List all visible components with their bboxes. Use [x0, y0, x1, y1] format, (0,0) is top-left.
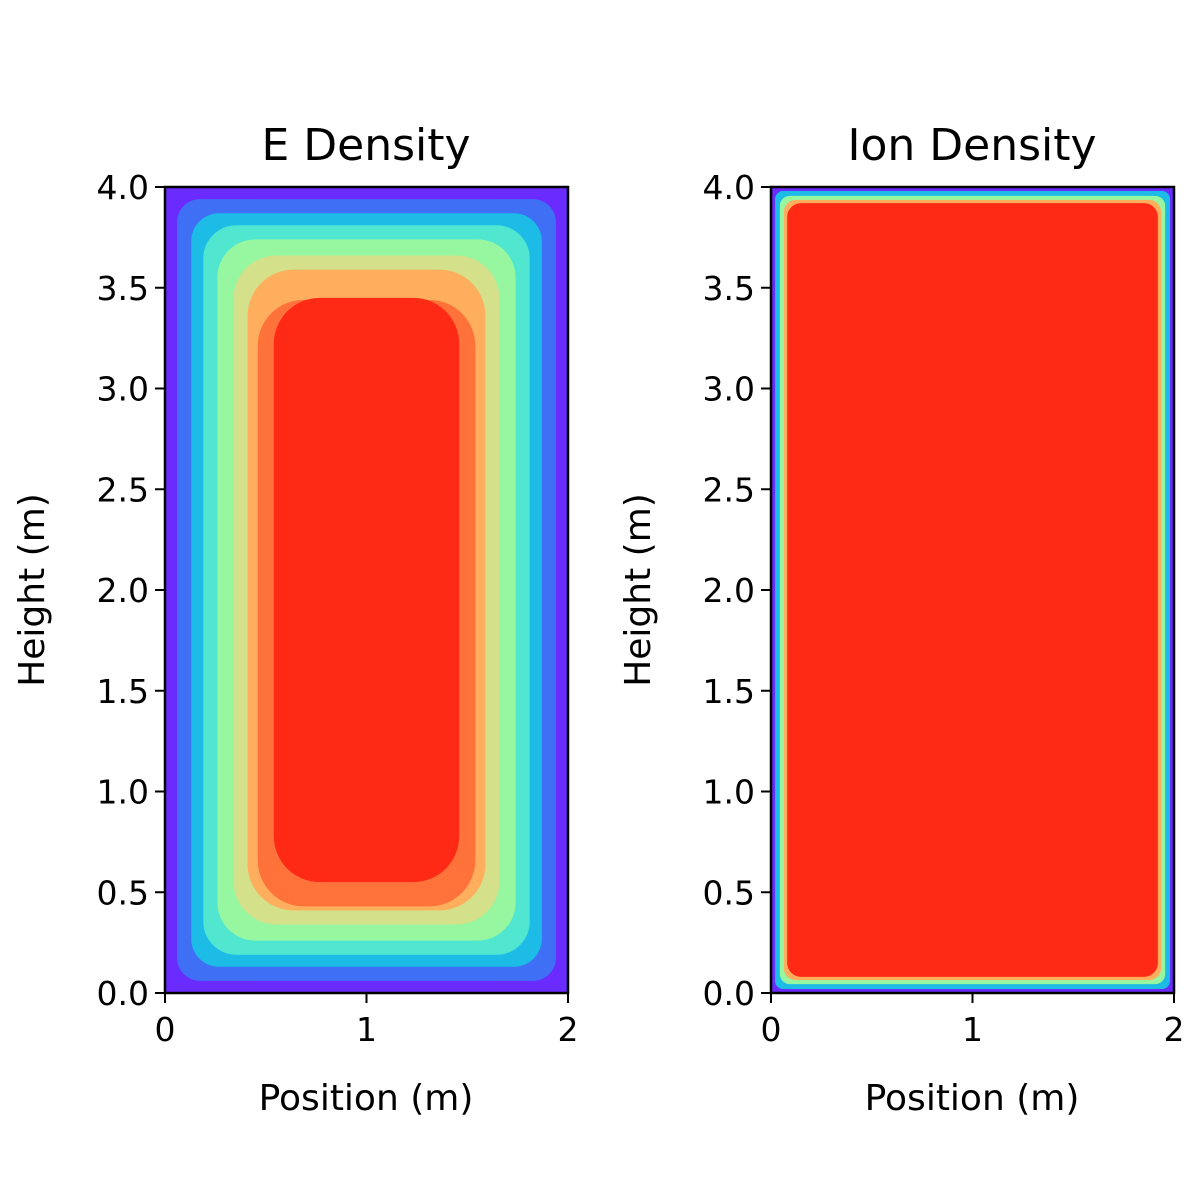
x-tick-label: 2: [558, 1010, 579, 1049]
e-density-plot-area: [165, 187, 568, 993]
ion-density-x-ticks: 0 1 2: [761, 993, 1185, 1049]
e-density-x-ticks: 0 1 2: [155, 993, 579, 1049]
y-tick-label: 1.0: [703, 773, 755, 812]
x-tick-label: 0: [761, 1010, 782, 1049]
y-tick-label: 4.0: [703, 168, 755, 207]
y-tick-label: 3.0: [703, 370, 755, 409]
contour-band: [273, 297, 460, 883]
y-tick-label: 2.5: [703, 470, 755, 509]
y-tick-label: 2.0: [97, 571, 149, 610]
e-density-title: E Density: [261, 120, 470, 171]
e-density-xlabel: Position (m): [259, 1078, 474, 1119]
y-tick-label: 0.5: [97, 873, 149, 912]
ion-density-ylabel: Height (m): [618, 493, 659, 687]
y-tick-label: 3.5: [97, 269, 149, 308]
y-tick-label: 2.5: [97, 470, 149, 509]
x-tick-label: 0: [155, 1010, 176, 1049]
x-tick-label: 1: [962, 1010, 983, 1049]
e-density-ylabel: Height (m): [12, 493, 53, 687]
y-tick-label: 2.0: [703, 571, 755, 610]
y-tick-label: 0.5: [703, 873, 755, 912]
ion-density-xlabel: Position (m): [865, 1078, 1080, 1119]
y-tick-label: 0.0: [703, 974, 755, 1013]
ion-density-subplot: Ion Density 0 1 2 0.0 0.5 1.0 1.5 2.0 2.5 3.0 3.5…: [618, 120, 1185, 1119]
y-tick-label: 3.0: [97, 370, 149, 409]
y-tick-label: 1.5: [97, 672, 149, 711]
x-tick-label: 1: [356, 1010, 377, 1049]
y-tick-label: 3.5: [703, 269, 755, 308]
y-tick-label: 0.0: [97, 974, 149, 1013]
y-tick-label: 1.0: [97, 773, 149, 812]
x-tick-label: 2: [1164, 1010, 1185, 1049]
ion-density-y-ticks: 0.0 0.5 1.0 1.5 2.0 2.5 3.0 3.5 4.0: [703, 168, 771, 1013]
interior-region: [787, 203, 1158, 977]
e-density-y-ticks: 0.0 0.5 1.0 1.5 2.0 2.5 3.0 3.5 4.0: [97, 168, 165, 1013]
y-tick-label: 1.5: [703, 672, 755, 711]
ion-density-plot-area: [771, 187, 1174, 993]
y-tick-label: 4.0: [97, 168, 149, 207]
ion-density-title: Ion Density: [847, 120, 1096, 171]
e-density-subplot: E Density 0 1 2 0.0 0.5 1.0 1.5 2.0 2.5 3.0 3.5 4.…: [12, 120, 579, 1119]
